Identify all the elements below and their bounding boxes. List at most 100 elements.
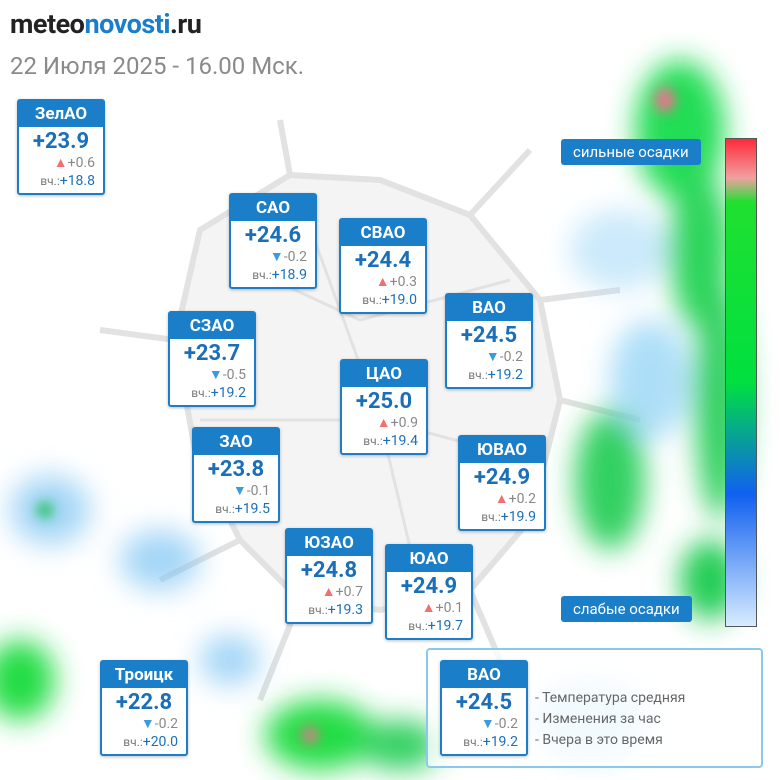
district-card: ЮЗАО +24.8 ▲+0.7 вч.:+19.3	[285, 528, 373, 624]
yesterday: вч.:+19.9	[460, 508, 544, 529]
change-value: -0.2	[494, 716, 518, 732]
temperature: +24.5	[460, 323, 518, 348]
district-card: ЗАО +23.8 ▼-0.1 вч.:+19.5	[192, 427, 280, 523]
temperature: +23.8	[207, 457, 265, 482]
hourly-change: ▼-0.5	[170, 367, 254, 384]
yesterday: вч.:+19.2	[442, 733, 526, 754]
yesterday-value: +19.2	[482, 734, 518, 750]
yesterday-label: вч.:	[363, 434, 383, 448]
hourly-change: ▼-0.2	[102, 716, 186, 733]
yesterday-value: +20.0	[142, 734, 178, 750]
yesterday-value: +19.2	[210, 385, 246, 401]
change-value: +0.9	[390, 415, 418, 431]
yesterday-label: вч.:	[123, 735, 143, 749]
legend-text: - Вчера в это время	[535, 732, 663, 748]
hourly-change: ▼-0.2	[442, 716, 526, 733]
yesterday: вч.:+19.2	[170, 384, 254, 405]
district-card: ЮВАО +24.9 ▲+0.2 вч.:+19.9	[458, 435, 546, 531]
yesterday: вч.:+18.8	[19, 172, 103, 193]
temperature: +23.7	[183, 341, 241, 366]
yesterday-label: вч.:	[215, 502, 235, 516]
change-arrow: ▲	[375, 274, 390, 290]
yesterday: вч.:+19.2	[447, 366, 531, 387]
change-arrow: ▼	[232, 483, 247, 499]
hourly-change: ▲+0.9	[342, 415, 426, 432]
change-arrow: ▲	[53, 155, 68, 171]
temperature: +25.0	[355, 389, 413, 414]
district-card: САО +24.6 ▼-0.2 вч.:+18.9	[229, 193, 317, 289]
change-value: +0.2	[508, 491, 536, 507]
hourly-change: ▲+0.2	[460, 491, 544, 508]
change-value: -0.2	[154, 716, 178, 732]
change-arrow: ▲	[376, 415, 391, 431]
district-name: СЗАО	[170, 313, 254, 339]
district-card: ЦАО +25.0 ▲+0.9 вч.:+19.4	[340, 359, 428, 455]
scale-label: сильные осадки	[561, 139, 701, 165]
change-value: -0.1	[246, 483, 270, 499]
district-card: ЗелАО +23.9 ▲+0.6 вч.:+18.8	[17, 99, 105, 195]
yesterday-label: вч.:	[40, 174, 60, 188]
district-name: ЦАО	[342, 361, 426, 387]
yesterday: вч.:+19.3	[287, 601, 371, 622]
district-card: СВАО +24.4 ▲+0.3 вч.:+19.0	[339, 218, 427, 314]
change-arrow: ▼	[140, 716, 155, 732]
district-name: ЮЗАО	[287, 530, 371, 556]
change-value: -0.2	[499, 349, 523, 365]
yesterday: вч.:+19.5	[194, 500, 278, 521]
logo-part: meteo	[10, 8, 85, 40]
yesterday-value: +19.2	[487, 367, 523, 383]
change-value: +0.1	[435, 600, 463, 616]
logo: meteonovosti.ru	[10, 8, 202, 40]
scale-label: слабые осадки	[561, 596, 692, 622]
date: 22 Июля 2025 - 16.00 Мск.	[10, 52, 305, 80]
yesterday-value: +18.8	[59, 173, 95, 189]
district-card: ВАО +24.5 ▼-0.2 вч.:+19.2	[440, 660, 528, 756]
yesterday-value: +19.9	[500, 509, 536, 525]
change-value: -0.2	[283, 249, 307, 265]
change-arrow: ▲	[494, 491, 509, 507]
yesterday-value: +19.4	[382, 433, 418, 449]
logo-part: .ru	[169, 8, 202, 40]
district-name: Троицк	[102, 662, 186, 688]
yesterday: вч.:+19.4	[342, 432, 426, 453]
district-card: Троицк +22.8 ▼-0.2 вч.:+20.0	[100, 660, 188, 756]
yesterday-label: вч.:	[481, 510, 501, 524]
temperature: +22.8	[115, 690, 173, 715]
change-value: +0.7	[335, 584, 363, 600]
yesterday: вч.:+20.0	[102, 733, 186, 754]
temperature: +24.9	[400, 574, 458, 599]
district-card: СЗАО +23.7 ▼-0.5 вч.:+19.2	[168, 311, 256, 407]
hourly-change: ▼-0.1	[194, 483, 278, 500]
yesterday-label: вч.:	[468, 368, 488, 382]
temperature: +23.9	[32, 129, 90, 154]
change-arrow: ▲	[321, 584, 336, 600]
temperature: +24.6	[244, 223, 302, 248]
change-arrow: ▼	[480, 716, 495, 732]
hourly-change: ▲+0.7	[287, 584, 371, 601]
hourly-change: ▼-0.2	[231, 249, 315, 266]
district-name: ВАО	[447, 295, 531, 321]
temperature: +24.8	[300, 558, 358, 583]
legend-text: - Температура средняя	[535, 690, 686, 706]
hourly-change: ▼-0.2	[447, 349, 531, 366]
hourly-change: ▲+0.3	[341, 274, 425, 291]
change-arrow: ▼	[269, 249, 284, 265]
yesterday: вч.:+19.7	[387, 617, 471, 638]
legend-text: - Изменения за час	[535, 711, 661, 727]
yesterday: вч.:+18.9	[231, 266, 315, 287]
change-arrow: ▼	[485, 349, 500, 365]
yesterday-label: вч.:	[408, 619, 428, 633]
district-name: САО	[231, 195, 315, 221]
yesterday-label: вч.:	[463, 735, 483, 749]
hourly-change: ▲+0.6	[19, 155, 103, 172]
change-value: +0.3	[389, 274, 417, 290]
yesterday-label: вч.:	[191, 386, 211, 400]
district-name: ЮАО	[387, 546, 471, 572]
district-card: ВАО +24.5 ▼-0.2 вч.:+19.2	[445, 293, 533, 389]
district-name: ВАО	[442, 662, 526, 688]
change-value: -0.5	[222, 367, 246, 383]
logo-part: novosti	[84, 8, 170, 40]
district-name: ЮВАО	[460, 437, 544, 463]
yesterday-label: вч.:	[308, 603, 328, 617]
temperature: +24.9	[473, 465, 531, 490]
